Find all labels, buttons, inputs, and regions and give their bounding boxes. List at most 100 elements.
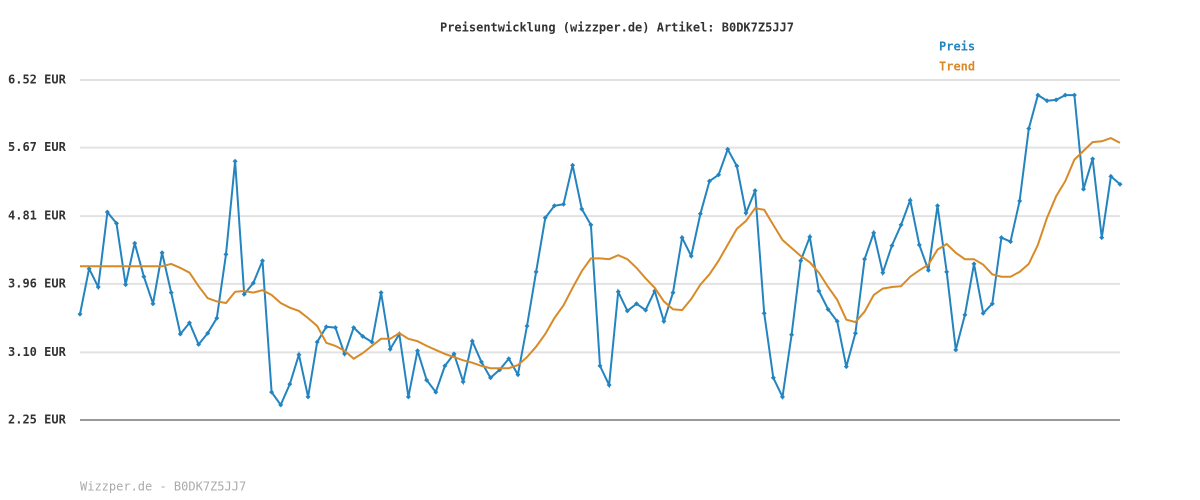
point-marker — [688, 253, 694, 259]
point-marker — [314, 339, 320, 345]
point-marker — [889, 243, 895, 249]
y-tick-label: 5.67 EUR — [8, 140, 67, 154]
point-marker — [624, 308, 630, 314]
point-marker — [205, 330, 211, 336]
point-marker — [697, 211, 703, 217]
point-marker — [953, 347, 959, 353]
point-marker — [597, 363, 603, 369]
point-marker — [332, 325, 338, 331]
point-marker — [935, 203, 941, 209]
point-marker — [478, 359, 484, 365]
point-marker — [232, 158, 238, 164]
point-marker — [798, 258, 804, 264]
point-marker — [177, 331, 183, 337]
point-marker — [825, 306, 831, 312]
point-marker — [670, 290, 676, 296]
chart-title: Preisentwicklung (wizzper.de) Artikel: B… — [440, 21, 794, 35]
y-tick-label: 2.25 EUR — [8, 413, 67, 427]
point-marker — [588, 222, 594, 228]
point-marker — [259, 258, 265, 264]
point-marker — [1062, 92, 1068, 98]
point-marker — [770, 375, 776, 381]
footer: Wizzper.de - B0DK7Z5JJ7 — [80, 480, 246, 494]
point-marker — [1044, 98, 1050, 104]
point-marker — [287, 381, 293, 387]
point-marker — [816, 288, 822, 294]
point-marker — [643, 307, 649, 313]
point-marker — [962, 312, 968, 318]
point-marker — [1090, 156, 1096, 162]
y-tick-label: 3.10 EUR — [8, 345, 67, 359]
point-marker — [734, 163, 740, 169]
legend-label: Trend — [939, 60, 975, 74]
point-marker — [77, 311, 83, 317]
point-marker — [725, 146, 731, 152]
point-marker — [95, 284, 101, 290]
point-marker — [433, 389, 439, 395]
point-marker — [843, 364, 849, 370]
point-marker — [551, 203, 557, 209]
point-marker — [752, 188, 758, 194]
point-marker — [415, 348, 421, 354]
point-marker — [779, 394, 785, 400]
point-marker — [460, 379, 466, 385]
point-marker — [706, 178, 712, 184]
point-marker — [925, 267, 931, 273]
point-marker — [323, 324, 329, 330]
point-marker — [852, 330, 858, 336]
point-marker — [871, 230, 877, 236]
point-marker — [113, 220, 119, 226]
point-marker — [405, 394, 411, 400]
point-marker — [515, 372, 521, 378]
point-marker — [989, 301, 995, 307]
point-marker — [214, 315, 220, 321]
point-marker — [1071, 92, 1077, 98]
point-marker — [862, 256, 868, 262]
point-marker — [196, 341, 202, 347]
point-marker — [761, 310, 767, 316]
point-marker — [168, 290, 174, 296]
point-marker — [1099, 235, 1105, 241]
point-marker — [606, 382, 612, 388]
point-marker — [469, 338, 475, 344]
point-marker — [916, 242, 922, 248]
point-marker — [907, 197, 913, 203]
point-marker — [716, 172, 722, 178]
point-marker — [542, 215, 548, 221]
point-marker — [524, 323, 530, 329]
point-marker — [1008, 239, 1014, 245]
point-marker — [241, 291, 247, 297]
point-marker — [278, 402, 284, 408]
point-marker — [561, 201, 567, 207]
point-marker — [971, 261, 977, 267]
point-marker — [1117, 181, 1123, 187]
point-marker — [615, 289, 621, 295]
point-marker — [1053, 97, 1059, 103]
y-tick-label: 4.81 EUR — [8, 209, 67, 223]
point-marker — [1108, 173, 1114, 179]
y-tick-label: 6.52 EUR — [8, 73, 67, 87]
point-marker — [132, 240, 138, 246]
point-marker — [661, 318, 667, 324]
point-marker — [506, 356, 512, 362]
point-marker — [296, 352, 302, 358]
point-marker — [533, 269, 539, 275]
point-marker — [424, 377, 430, 383]
point-marker — [159, 250, 165, 256]
point-marker — [1017, 198, 1023, 204]
point-marker — [269, 389, 275, 395]
legend-label: Preis — [939, 40, 975, 54]
point-marker — [250, 280, 256, 286]
point-marker — [944, 269, 950, 275]
y-tick-label: 3.96 EUR — [8, 276, 67, 290]
point-marker — [980, 310, 986, 316]
point-marker — [150, 301, 156, 307]
point-marker — [104, 209, 110, 215]
point-marker — [305, 394, 311, 400]
point-marker — [360, 333, 366, 339]
point-marker — [789, 332, 795, 338]
point-marker — [880, 270, 886, 276]
point-marker — [123, 282, 129, 288]
